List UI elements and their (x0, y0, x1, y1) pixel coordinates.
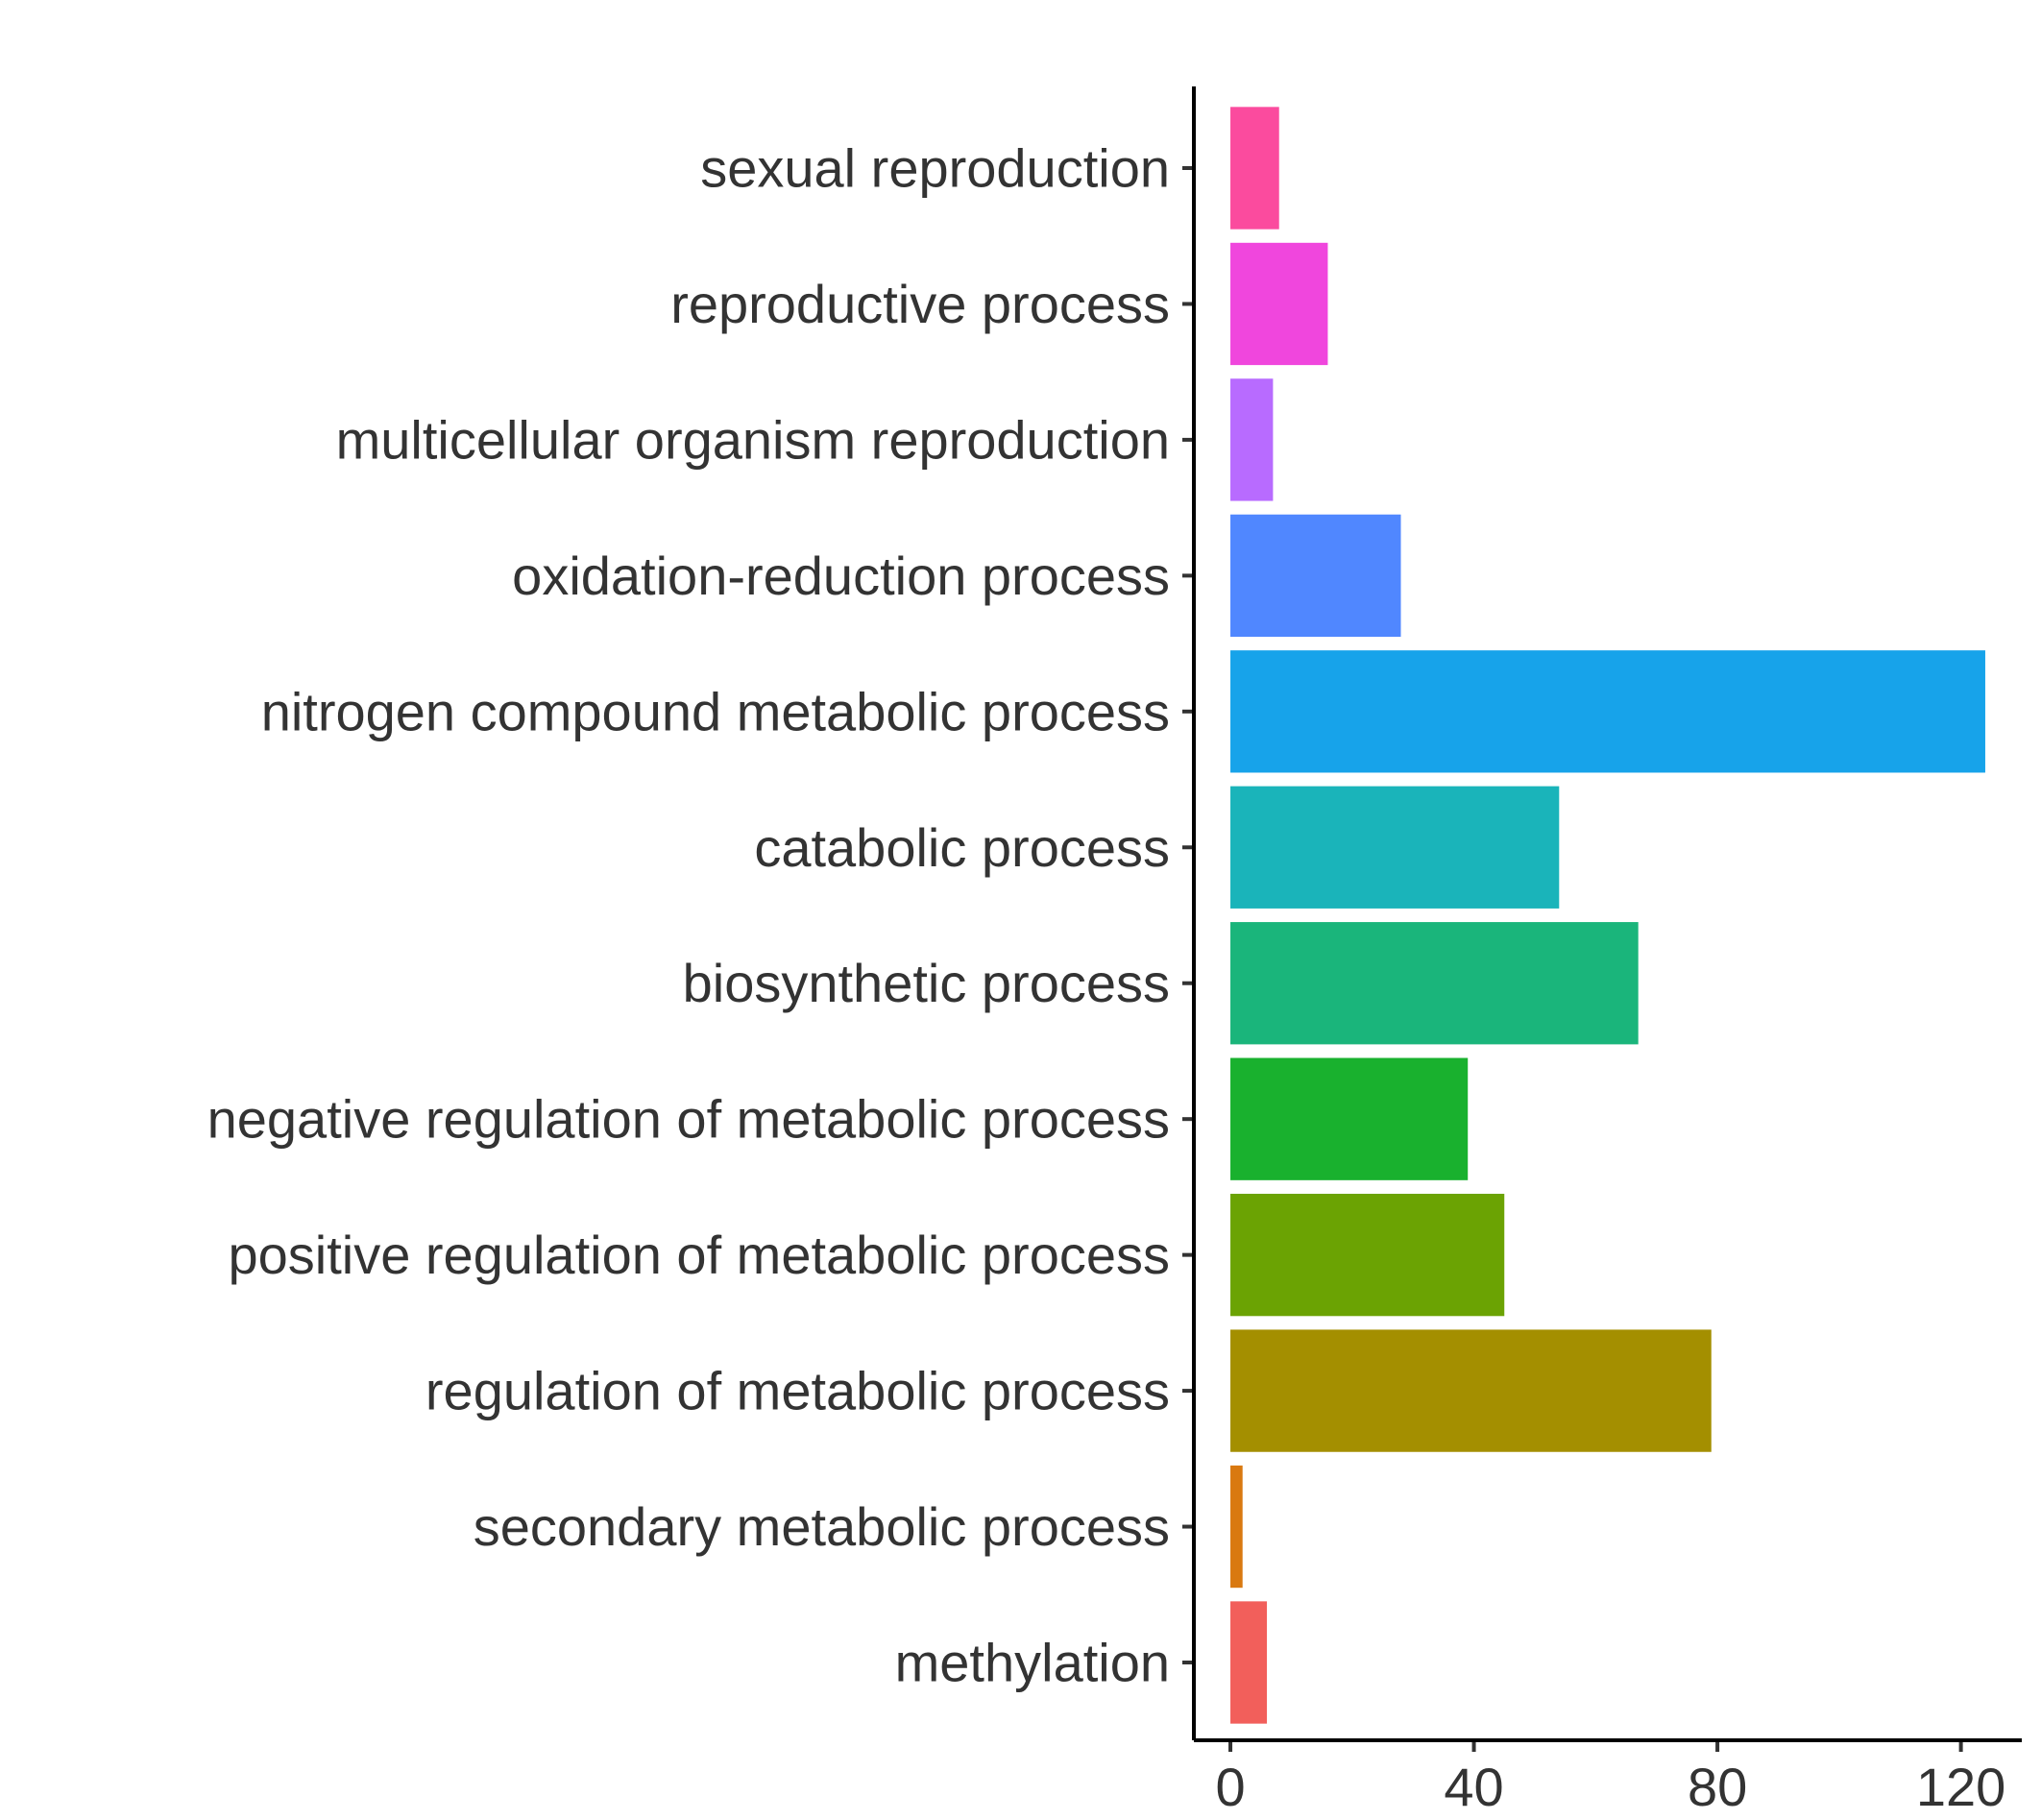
category-label: negative regulation of metabolic process (207, 1089, 1170, 1150)
bar-negative-regulation-of-metabolic-process (1230, 1057, 1469, 1180)
category-label: methylation (895, 1633, 1170, 1693)
bar-regulation-of-metabolic-process (1230, 1329, 1712, 1452)
category-label: positive regulation of metabolic process (228, 1225, 1170, 1285)
category-label: catabolic process (754, 817, 1170, 878)
bar-catabolic-process (1230, 786, 1560, 909)
x-tick-label: 0 (1215, 1757, 1245, 1817)
category-label: secondary metabolic process (474, 1496, 1170, 1557)
category-label: oxidation-reduction process (512, 546, 1170, 606)
category-label: multicellular organism reproduction (336, 409, 1170, 470)
category-label: nitrogen compound metabolic process (261, 681, 1170, 741)
x-axis-ticks: 0 40 80 120 (1215, 1740, 2005, 1817)
bar-biosynthetic-process (1230, 922, 1639, 1045)
category-label: reproductive process (670, 274, 1170, 334)
bar-nitrogen-compound-metabolic-process (1230, 650, 1985, 773)
x-tick-label: 40 (1444, 1757, 1503, 1817)
bars-group (1230, 107, 1985, 1724)
bar-secondary-metabolic-process (1230, 1465, 1243, 1589)
x-tick-label: 120 (1916, 1757, 2005, 1817)
category-label: biosynthetic process (683, 953, 1170, 1013)
bar-positive-regulation-of-metabolic-process (1230, 1193, 1505, 1317)
x-tick-label: 80 (1688, 1757, 1747, 1817)
bar-methylation (1230, 1601, 1268, 1724)
bar-sexual-reproduction (1230, 107, 1279, 230)
bar-multicellular-organism-reproduction (1230, 378, 1274, 501)
bar-oxidation-reduction-process (1230, 514, 1401, 638)
category-labels: sexual reproduction reproductive process m… (207, 138, 1170, 1693)
category-label: regulation of metabolic process (425, 1361, 1170, 1421)
bar-reproductive-process (1230, 242, 1328, 366)
category-label: sexual reproduction (700, 138, 1170, 199)
